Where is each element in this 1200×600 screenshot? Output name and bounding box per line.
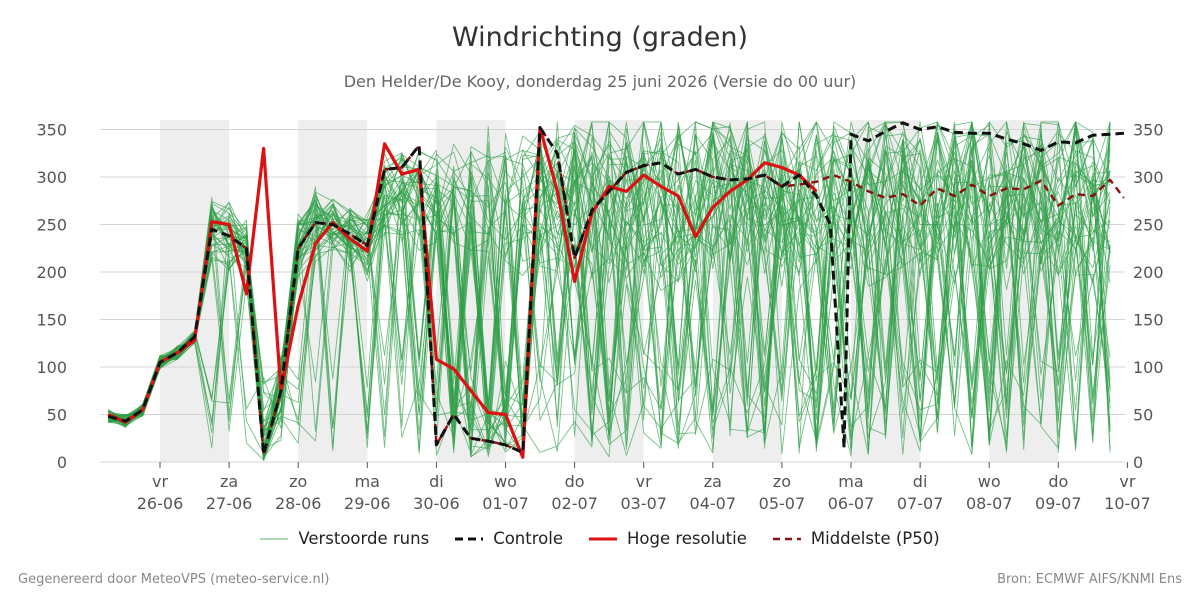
legend-swatch-p50: [772, 533, 801, 545]
x-tick-day-10: ma: [838, 472, 863, 491]
x-tick-day-8: za: [704, 472, 722, 491]
y-tick-right-200: 200: [1133, 263, 1164, 282]
legend-item-control: Controle: [455, 529, 563, 548]
x-tick-date-3: 29-06: [344, 494, 391, 513]
y-tick-left-50: 50: [47, 406, 67, 425]
x-tick-day-4: di: [429, 472, 444, 491]
ensemble-line-46: [107, 133, 1111, 461]
y-tick-right-150: 150: [1133, 311, 1164, 330]
y-axis-left: 0 50 100 150 200 250 300 350: [36, 121, 67, 473]
x-tick-day-11: di: [913, 472, 928, 491]
x-tick-day-14: vr: [1119, 472, 1135, 491]
x-tick-date-0: 26-06: [137, 494, 184, 513]
x-tick-date-9: 05-07: [759, 494, 806, 513]
y-tick-left-300: 300: [36, 168, 67, 187]
main-series-lines: [107, 121, 1125, 459]
legend-label-control: Controle: [493, 529, 563, 548]
y-tick-right-50: 50: [1133, 406, 1153, 425]
y-tick-left-250: 250: [36, 216, 67, 235]
x-tick-day-12: wo: [978, 472, 1001, 491]
y-axis-right: 0 50 100 150 200 250 300 350: [1133, 121, 1164, 473]
y-tick-right-350: 350: [1133, 121, 1164, 140]
legend-item-p50: Middelste (P50): [772, 529, 940, 548]
ensemble-line-42: [107, 121, 1111, 461]
legend-label-p50: Middelste (P50): [810, 529, 940, 548]
ensemble-line-35: [108, 136, 1111, 461]
x-tick-date-10: 06-07: [828, 494, 875, 513]
series-line-hoge-resolutie: [107, 125, 818, 459]
footer-source: Bron: ECMWF AIFS/KNMI Ens: [997, 572, 1182, 587]
x-tick-date-7: 03-07: [620, 494, 667, 513]
x-tick-date-2: 28-06: [275, 494, 322, 513]
wind-direction-chart: 0 50 100 150 200 250 300 350 0 50 100 150 200 250 300…: [36, 120, 1164, 513]
y-tick-right-300: 300: [1133, 168, 1164, 187]
y-tick-left-200: 200: [36, 263, 67, 282]
chart-subtitle: Den Helder/De Kooy, donderdag 25 juni 20…: [343, 72, 857, 91]
ensemble-line-41: [108, 121, 1111, 449]
x-tick-day-9: zo: [773, 472, 791, 491]
ensemble-line-47: [108, 140, 1111, 452]
y-tick-right-0: 0: [1133, 453, 1143, 472]
day-band-1: [298, 120, 368, 462]
series-line-controle: [107, 121, 1125, 456]
ensemble-line-45: [108, 121, 1111, 449]
legend-swatch-hires: [588, 533, 617, 545]
y-tick-left-350: 350: [36, 121, 67, 140]
x-tick-date-11: 07-07: [897, 494, 944, 513]
x-tick-date-14: 10-07: [1104, 494, 1151, 513]
x-tick-date-12: 08-07: [966, 494, 1013, 513]
x-tick-date-13: 09-07: [1035, 494, 1082, 513]
day-band-0: [160, 120, 230, 462]
x-tick-date-8: 04-07: [690, 494, 737, 513]
y-tick-left-150: 150: [36, 311, 67, 330]
y-tick-right-250: 250: [1133, 216, 1164, 235]
legend-item-perturbed: Verstoorde runs: [260, 529, 429, 548]
legend-label-perturbed: Verstoorde runs: [298, 529, 430, 548]
ensemble-line-40: [108, 121, 1111, 449]
x-tick-day-3: ma: [355, 472, 380, 491]
y-tick-right-100: 100: [1133, 358, 1164, 377]
chart-title: Windrichting (graden): [451, 22, 749, 53]
x-tick-day-1: za: [220, 472, 238, 491]
x-tick-day-5: wo: [494, 472, 517, 491]
y-tick-left-0: 0: [57, 453, 67, 472]
legend-swatch-perturbed: [260, 533, 289, 545]
legend-label-hires: Hoge resolutie: [626, 529, 747, 548]
legend-item-hires: Hoge resolutie: [588, 529, 747, 548]
x-tick-date-1: 27-06: [206, 494, 253, 513]
y-tick-left-100: 100: [36, 358, 67, 377]
x-tick-date-5: 01-07: [482, 494, 529, 513]
x-tick-date-4: 30-06: [413, 494, 460, 513]
ensemble-line-49: [107, 121, 1111, 461]
x-tick-date-6: 02-07: [551, 494, 598, 513]
x-tick-day-0: vr: [152, 472, 168, 491]
x-tick-day-7: vr: [636, 472, 652, 491]
x-tick-day-6: do: [565, 472, 585, 491]
legend: Verstoorde runs Controle Hoge resolutie …: [0, 529, 1200, 548]
legend-swatch-control: [455, 533, 484, 545]
footer-generator: Gegenereerd door MeteoVPS (meteo-service…: [18, 572, 330, 587]
x-tick-day-13: do: [1048, 472, 1068, 491]
x-axis: vr 26-06 za 27-06 zo 28-06 ma 29-06 di 30-06 wo 01-…: [137, 462, 1151, 513]
ensemble-line-43: [108, 121, 1111, 449]
x-tick-day-2: zo: [289, 472, 307, 491]
